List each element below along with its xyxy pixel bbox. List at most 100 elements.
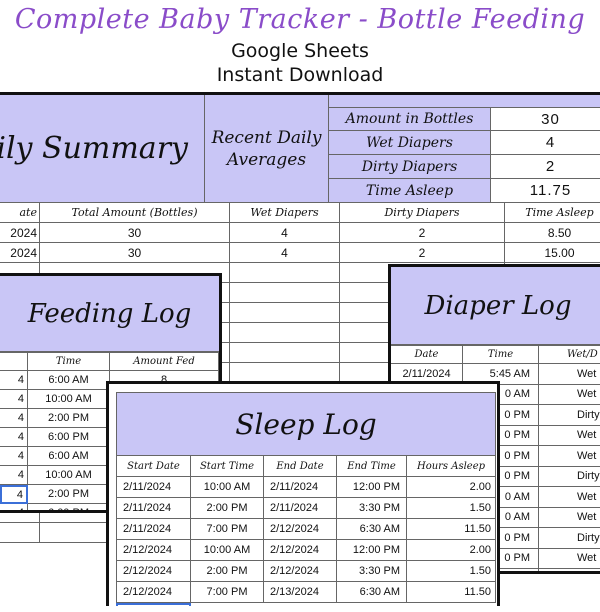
- sleep-cell[interactable]: 2/11/2024: [116, 477, 191, 498]
- summary-empty-cell[interactable]: [0, 523, 40, 543]
- sleep-cell[interactable]: 7:00 PM: [191, 519, 264, 540]
- diaper-cell[interactable]: 0 PM: [463, 548, 539, 569]
- feeding-cell[interactable]: 6:00 PM: [28, 428, 110, 447]
- metric-value[interactable]: 30: [491, 107, 600, 131]
- feeding-cell[interactable]: 4: [0, 504, 28, 510]
- sleep-cell[interactable]: 2/11/2024: [264, 477, 337, 498]
- metric-label: Dirty Diapers: [329, 155, 491, 179]
- sleep-cell[interactable]: 2/11/2024: [116, 498, 191, 519]
- feeding-cell[interactable]: 4: [0, 485, 28, 504]
- diaper-cell[interactable]: 0 PM: [463, 405, 539, 426]
- sleep-cell[interactable]: 2/12/2024: [264, 519, 337, 540]
- sleep-cell[interactable]: 2/12/2024: [116, 561, 191, 582]
- diaper-cell[interactable]: Wet: [539, 385, 600, 405]
- daily-summary-title: aily Summary: [0, 95, 205, 203]
- sleep-cell[interactable]: 12:00 PM: [337, 477, 407, 498]
- sleep-cell[interactable]: 1.50: [407, 498, 496, 519]
- summary-empty-cell[interactable]: [0, 503, 40, 523]
- diaper-column-header: Time: [463, 345, 539, 364]
- sleep-cell[interactable]: 11.50: [407, 519, 496, 540]
- sleep-cell[interactable]: 1.50: [407, 561, 496, 582]
- sleep-cell[interactable]: 6:30 AM: [337, 519, 407, 540]
- sleep-cell[interactable]: 2/12/2024: [116, 540, 191, 561]
- summary-cell[interactable]: 8.50: [505, 223, 600, 243]
- summary-empty-cell[interactable]: [230, 363, 340, 383]
- sleep-cell[interactable]: 2/11/2024: [264, 498, 337, 519]
- summary-cell[interactable]: 15.00: [505, 243, 600, 263]
- diaper-cell[interactable]: 5:45 AM: [463, 364, 539, 385]
- sleep-selected-cell[interactable]: [116, 603, 191, 606]
- diaper-cell[interactable]: Wet: [539, 426, 600, 446]
- feeding-cell[interactable]: 10:00 AM: [28, 390, 110, 409]
- diaper-cell[interactable]: Dirty: [539, 528, 600, 549]
- diaper-cell[interactable]: Wet: [539, 508, 600, 528]
- feeding-cell[interactable]: 6:00 PM: [28, 504, 110, 510]
- feeding-cell[interactable]: 4: [0, 390, 28, 409]
- summary-cell[interactable]: 2024: [0, 243, 40, 263]
- summary-empty-cell[interactable]: [230, 283, 340, 303]
- metric-value[interactable]: 11.75: [491, 179, 600, 203]
- feeding-cell[interactable]: 4: [0, 428, 28, 447]
- subtitle-google-sheets: Google Sheets: [231, 40, 369, 62]
- sleep-cell[interactable]: 2/12/2024: [264, 540, 337, 561]
- summary-empty-cell[interactable]: [230, 323, 340, 343]
- summary-cell[interactable]: 2024: [0, 223, 40, 243]
- metric-value[interactable]: 4: [491, 131, 600, 155]
- feeding-cell[interactable]: 2:00 PM: [28, 409, 110, 428]
- sleep-cell[interactable]: 3:30 PM: [337, 561, 407, 582]
- summary-cell[interactable]: 30: [40, 223, 230, 243]
- sleep-cell[interactable]: 3:30 PM: [337, 498, 407, 519]
- sleep-cell[interactable]: 12:00 PM: [337, 540, 407, 561]
- feeding-column-header: Time: [28, 352, 110, 371]
- recent-averages-line1: Recent Daily: [211, 127, 322, 148]
- summary-cell[interactable]: 4: [230, 223, 340, 243]
- feeding-cell[interactable]: 6:00 AM: [28, 371, 110, 390]
- summary-empty-cell[interactable]: [230, 343, 340, 363]
- diaper-cell[interactable]: 0 PM: [463, 466, 539, 487]
- sleep-column-header: End Time: [337, 456, 407, 477]
- diaper-log-title: Diaper Log: [391, 267, 600, 345]
- sleep-cell[interactable]: 10:00 AM: [191, 540, 264, 561]
- summary-empty-cell[interactable]: [230, 263, 340, 283]
- sleep-cell[interactable]: 2/12/2024: [264, 561, 337, 582]
- summary-cell[interactable]: 2: [340, 223, 505, 243]
- diaper-cell[interactable]: 0 AM: [463, 507, 539, 528]
- diaper-cell[interactable]: Wet: [539, 446, 600, 467]
- summary-cell[interactable]: 4: [230, 243, 340, 263]
- diaper-cell[interactable]: 0 AM: [463, 487, 539, 508]
- feeding-cell[interactable]: 4: [0, 466, 28, 485]
- metric-value[interactable]: 2: [491, 155, 600, 179]
- feeding-cell[interactable]: 4: [0, 447, 28, 466]
- sleep-cell[interactable]: 2.00: [407, 477, 496, 498]
- sleep-cell[interactable]: 2:00 PM: [191, 561, 264, 582]
- diaper-cell[interactable]: Wet: [539, 569, 600, 571]
- summary-column-header: Time Asleep: [505, 203, 600, 223]
- diaper-cell[interactable]: 0 AM: [463, 384, 539, 405]
- diaper-cell[interactable]: Dirty: [539, 405, 600, 426]
- diaper-cell[interactable]: 0 PM: [463, 425, 539, 446]
- diaper-cell[interactable]: Wet: [539, 364, 600, 385]
- feeding-cell[interactable]: 2:00 PM: [28, 485, 110, 504]
- feeding-cell[interactable]: 6:00 AM: [28, 447, 110, 466]
- sleep-cell[interactable]: 2/11/2024: [116, 519, 191, 540]
- sleep-cell[interactable]: 10:00 AM: [191, 477, 264, 498]
- sleep-cell[interactable]: 2.00: [407, 540, 496, 561]
- summary-column-header: Wet Diapers: [230, 203, 340, 223]
- diaper-cell[interactable]: Dirty: [539, 467, 600, 487]
- feeding-cell[interactable]: 10:00 AM: [28, 466, 110, 485]
- feeding-cell[interactable]: 4: [0, 409, 28, 428]
- diaper-cell[interactable]: 0 PM: [463, 446, 539, 467]
- sleep-cell[interactable]: 2:00 PM: [191, 498, 264, 519]
- product-title: Complete Baby Tracker - Bottle Feeding: [14, 4, 586, 35]
- summary-cell[interactable]: 2: [340, 243, 505, 263]
- summary-cell[interactable]: 30: [40, 243, 230, 263]
- diaper-cell[interactable]: 0 PM: [463, 569, 539, 571]
- diaper-cell[interactable]: Wet: [539, 487, 600, 508]
- diaper-column-header: Date: [391, 345, 463, 364]
- diaper-cell[interactable]: Wet: [539, 549, 600, 569]
- feeding-cell[interactable]: 4: [0, 371, 28, 390]
- sleep-log-title: Sleep Log: [116, 392, 496, 456]
- diaper-cell[interactable]: 0 PM: [463, 528, 539, 549]
- summary-empty-cell[interactable]: [230, 303, 340, 323]
- feeding-column-header: Amount Fed: [110, 352, 219, 371]
